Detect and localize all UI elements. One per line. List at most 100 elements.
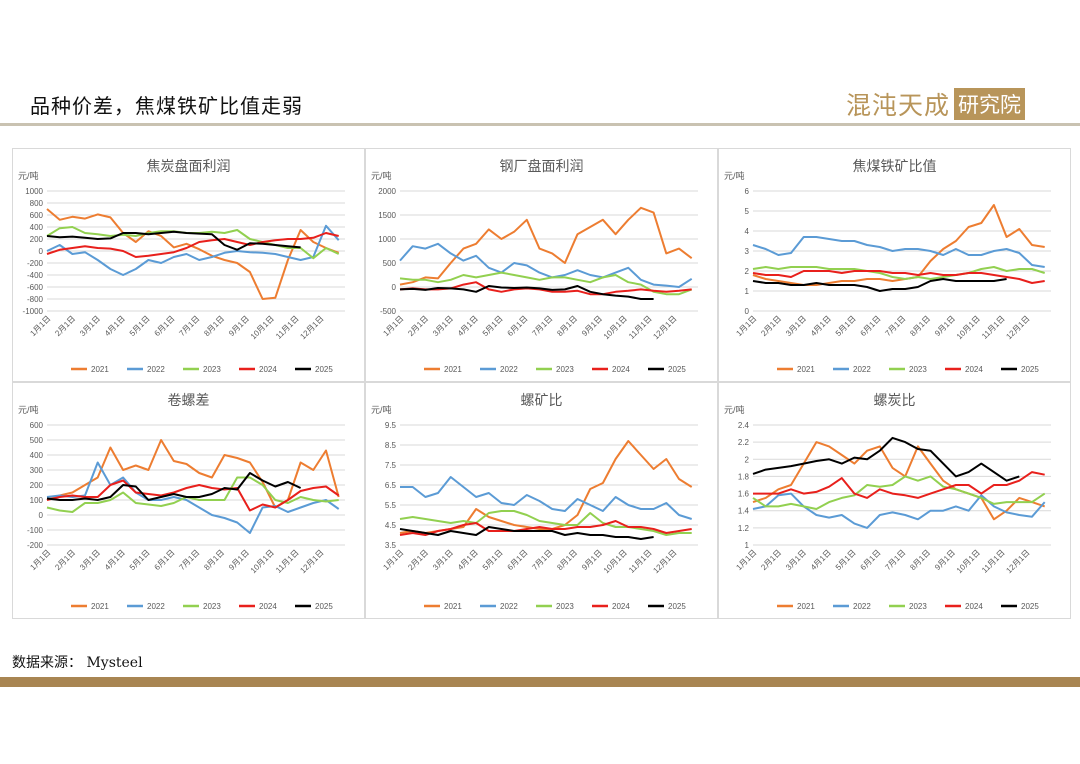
y-tick-label: 1500: [378, 211, 396, 220]
y-tick-label: 400: [30, 223, 44, 232]
x-tick-label: 9月1日: [227, 314, 251, 338]
series-line-2024: [752, 270, 1045, 284]
legend-label: 2025: [315, 365, 333, 374]
x-tick-label: 8月1日: [202, 314, 226, 338]
legend-label: 2023: [203, 365, 221, 374]
x-tick-label: 5月1日: [481, 314, 505, 338]
x-tick-label: 11月1日: [980, 548, 1007, 575]
x-tick-label: 3月1日: [78, 548, 102, 572]
y-unit-label: 元/吨: [724, 404, 745, 415]
y-tick-label: 5: [745, 207, 750, 216]
x-tick-label: 5月1日: [834, 314, 858, 338]
x-tick-label: 1月1日: [28, 548, 52, 572]
x-tick-label: 10月1日: [249, 548, 276, 575]
legend-label: 2024: [612, 602, 630, 611]
series-line-2022: [400, 476, 693, 520]
x-tick-label: 5月1日: [834, 548, 858, 572]
x-tick-label: 10月1日: [249, 314, 276, 341]
x-tick-label: 12月1日: [1004, 314, 1031, 341]
x-tick-label: 3月1日: [431, 548, 455, 572]
y-tick-label: 4.5: [385, 521, 397, 530]
y-tick-label: 400: [30, 451, 44, 460]
legend-label: 2021: [797, 365, 815, 374]
legend-label: 2022: [500, 365, 518, 374]
chart-rebar-ore-ratio: 螺矿比 元/吨 9.5 8.5 7.5 6.5 5.5 4.5 3.5 1月1日 2月1日 3月1日 4…: [365, 382, 718, 619]
x-tick-label: 10月1日: [955, 314, 982, 341]
series-line-2023: [46, 476, 339, 513]
x-tick-label: 2月1日: [53, 548, 77, 572]
chart-coking-coal-ore-ratio: 焦煤铁矿比值 元/吨 6 5 4 3 2 1 0 1月1日 2月1日 3月1日 4月1日 5月1日 6月1日…: [718, 148, 1071, 382]
series-line-2025: [46, 230, 301, 251]
legend-label: 2023: [909, 365, 927, 374]
y-tick-label: 300: [30, 466, 44, 475]
y-tick-label: -400: [27, 271, 44, 280]
series-line-2024: [46, 232, 339, 258]
series-line-2023: [399, 271, 693, 296]
y-tick-label: -500: [380, 307, 397, 316]
y-tick-label: 600: [30, 421, 44, 430]
y-tick-label: 6: [745, 187, 750, 196]
legend-label: 2021: [444, 602, 462, 611]
y-tick-label: 7.5: [385, 461, 397, 470]
y-tick-label: 200: [30, 235, 44, 244]
x-tick-label: 7月1日: [177, 314, 201, 338]
y-tick-label: 5.5: [385, 501, 397, 510]
legend-label: 2024: [259, 602, 277, 611]
x-tick-label: 12月1日: [651, 314, 678, 341]
series-line-2021: [752, 441, 1046, 521]
y-tick-label: 6.5: [385, 481, 397, 490]
x-tick-label: 11月1日: [274, 548, 301, 575]
header-divider: [0, 123, 1080, 126]
x-tick-label: 3月1日: [784, 314, 808, 338]
series-line-2023: [752, 475, 1046, 510]
x-tick-label: 2月1日: [53, 314, 77, 338]
y-tick-label: 800: [30, 199, 44, 208]
chart-coke-profit: 焦炭盘面利润 元/吨 1000 800 600 400 200 0 -200 -400 -600 -8…: [12, 148, 365, 382]
series-line-2022: [752, 492, 1046, 529]
series-line-2025: [399, 526, 654, 540]
y-tick-label: -800: [27, 295, 44, 304]
series-line-2024: [46, 479, 340, 512]
y-tick-label: 1.6: [738, 490, 750, 499]
x-tick-label: 12月1日: [298, 548, 325, 575]
x-tick-label: 10月1日: [602, 548, 629, 575]
y-tick-label: -1000: [23, 307, 44, 316]
x-tick-label: 6月1日: [859, 314, 883, 338]
y-tick-label: 0: [392, 283, 397, 292]
series-line-2021: [46, 208, 340, 300]
series-line-2025: [399, 285, 654, 300]
x-tick-label: 4月1日: [456, 548, 480, 572]
x-tick-label: 5月1日: [128, 314, 152, 338]
series-line-2022: [46, 461, 340, 534]
x-tick-label: 11月1日: [274, 314, 301, 341]
series-line-2022: [46, 224, 340, 276]
x-tick-label: 12月1日: [298, 314, 325, 341]
y-tick-label: 2: [745, 455, 750, 464]
footer-bar: [0, 677, 1080, 687]
y-tick-label: -200: [27, 541, 44, 550]
x-tick-label: 4月1日: [809, 314, 833, 338]
legend-label: 2024: [612, 365, 630, 374]
legend-label: 2023: [909, 602, 927, 611]
y-tick-label: 9.5: [385, 421, 397, 430]
x-tick-label: 2月1日: [759, 548, 783, 572]
x-tick-label: 7月1日: [530, 548, 554, 572]
x-tick-label: 2月1日: [406, 548, 430, 572]
x-tick-label: 8月1日: [555, 314, 579, 338]
y-unit-label: 元/吨: [371, 404, 392, 415]
chart-rebar-coke-ratio: 螺炭比 元/吨 2.4 2.2 2 1.8 1.6 1.4 1.2 1 1月1日 2月1日 3月1日 4月…: [718, 382, 1071, 619]
y-unit-label: 元/吨: [18, 170, 39, 181]
legend-label: 2022: [853, 602, 871, 611]
chart-title: 螺炭比: [874, 392, 916, 408]
y-tick-label: 1: [745, 287, 750, 296]
y-tick-label: -200: [27, 259, 44, 268]
x-tick-label: 4月1日: [103, 314, 127, 338]
x-tick-label: 11月1日: [627, 548, 654, 575]
y-tick-label: 4: [745, 227, 750, 236]
series-line-2025: [46, 472, 302, 501]
x-tick-label: 10月1日: [955, 548, 982, 575]
legend-label: 2024: [965, 365, 983, 374]
